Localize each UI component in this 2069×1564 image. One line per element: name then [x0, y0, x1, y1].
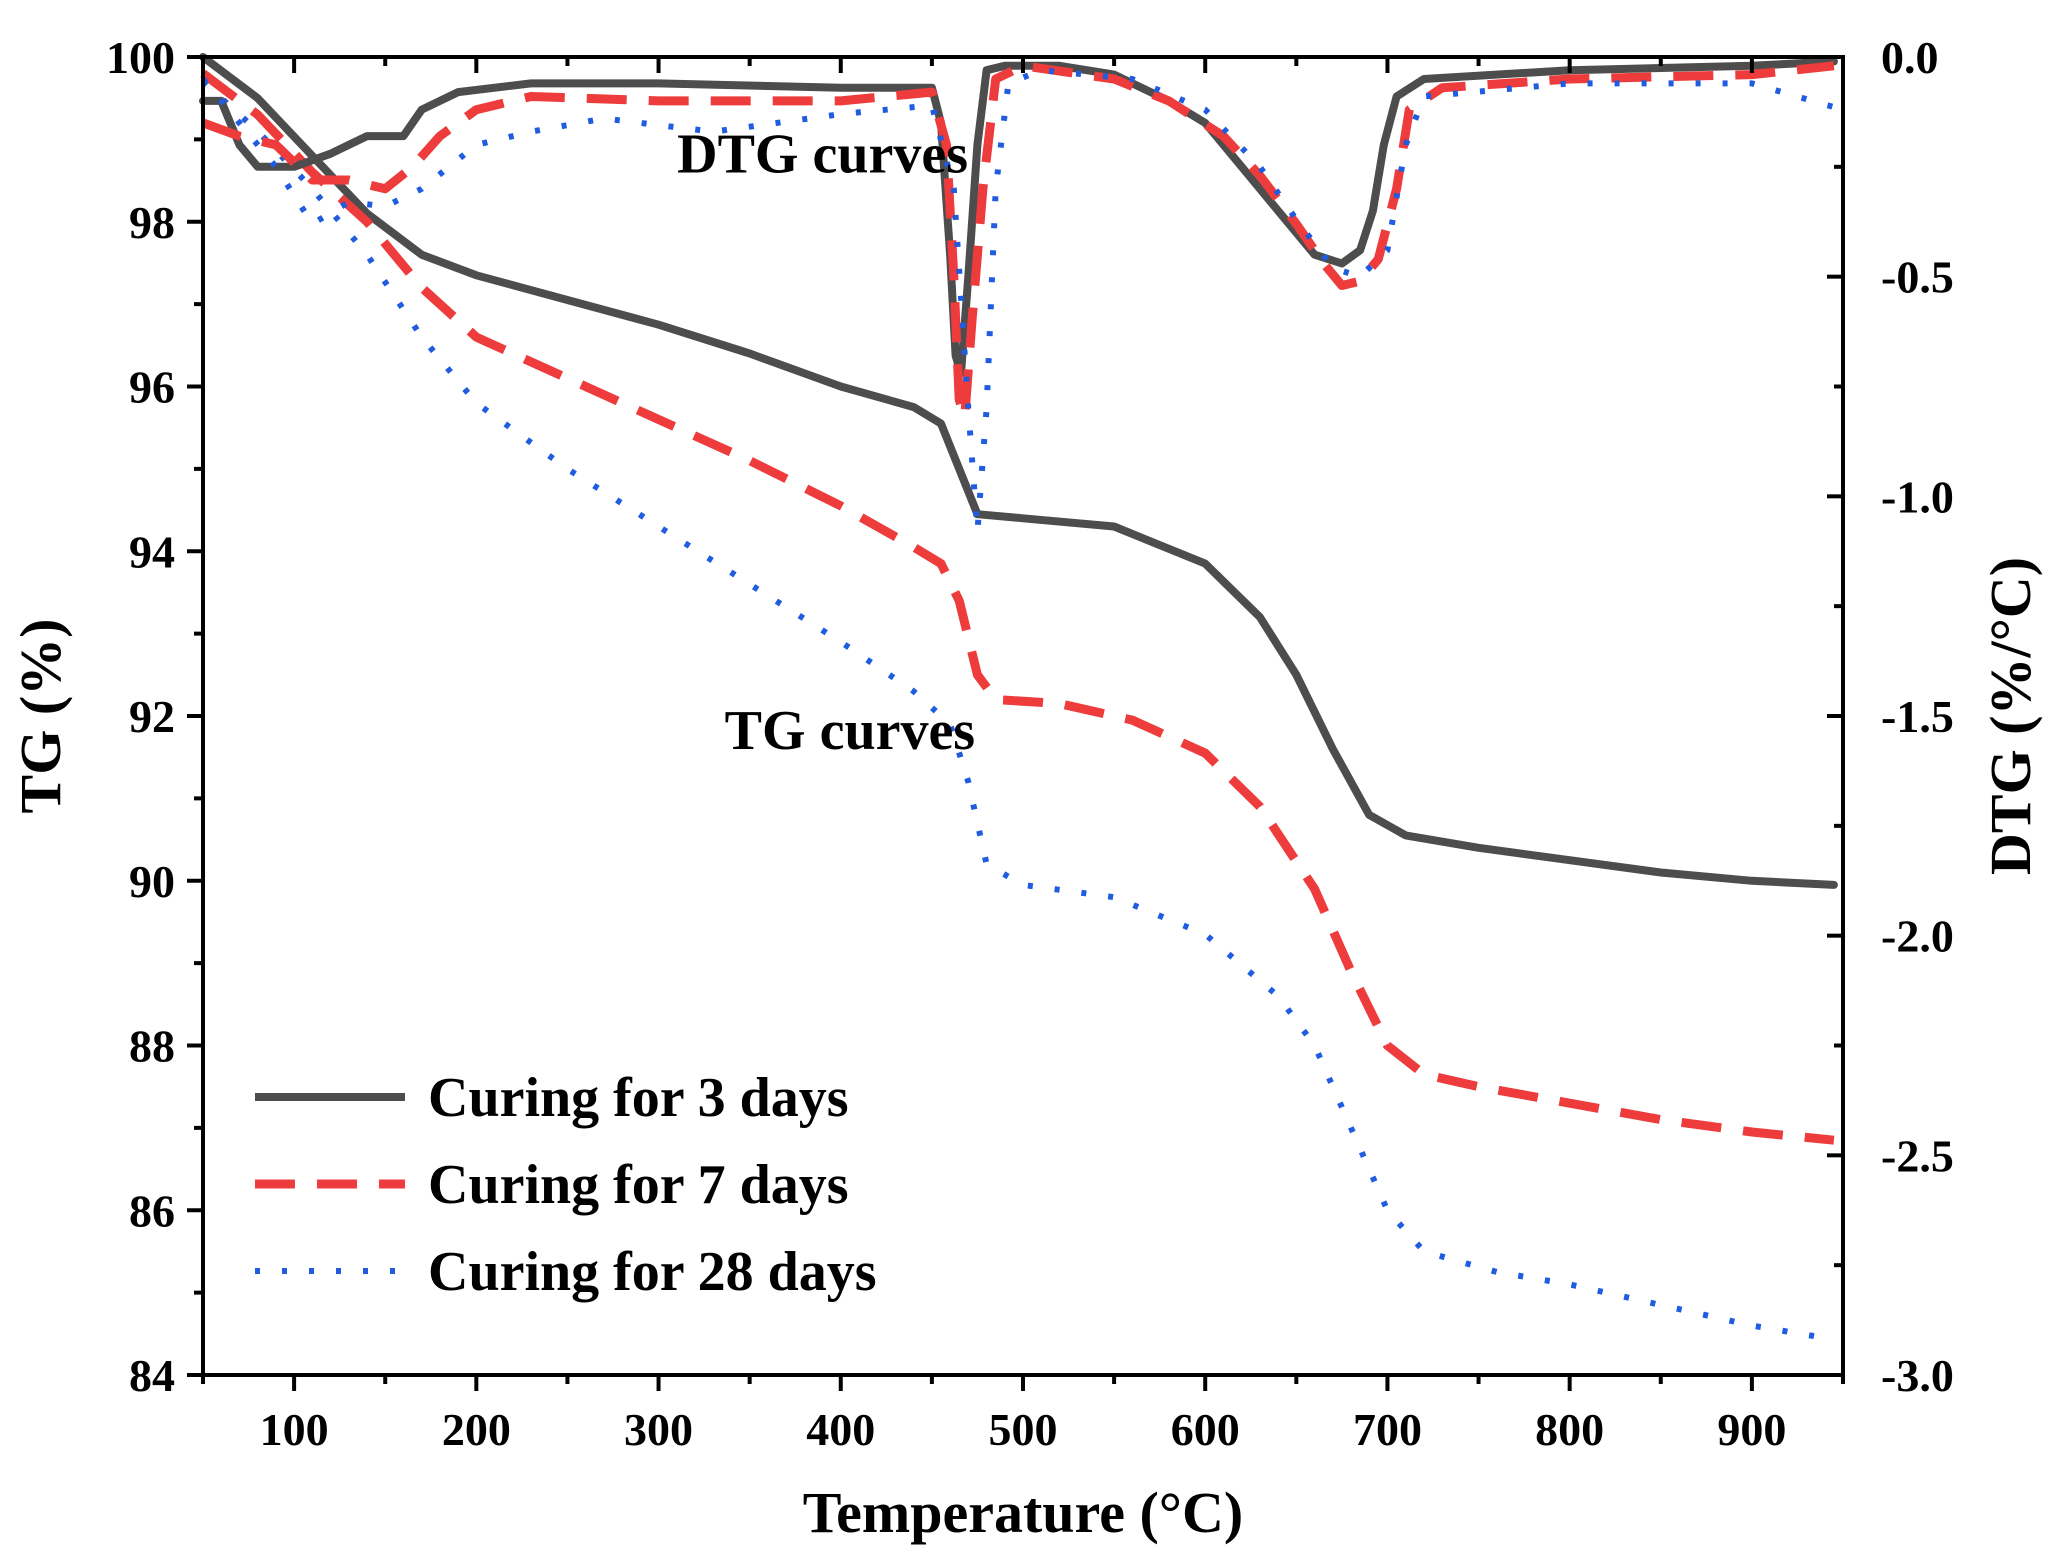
legend-label-3-days: Curing for 3 days [428, 1067, 849, 1129]
y-left-tick-label: 92 [129, 691, 175, 742]
tg-line-curing-for-3-days [199, 53, 1838, 889]
dtg-line-curing-for-7-days [201, 61, 1835, 422]
tg-curves-group [199, 53, 1838, 1341]
x-tick-label: 900 [1717, 1404, 1786, 1455]
y-right-tick-label: 0.0 [1881, 32, 1939, 83]
y-left-tick-label: 84 [129, 1350, 175, 1401]
x-tick-label: 200 [442, 1404, 511, 1455]
x-axis-title: Temperature (°C) [803, 1480, 1243, 1545]
y-left-tick-label: 94 [129, 526, 175, 577]
tg-line-curing-for-28-days [200, 79, 1826, 1341]
x-tick-label: 800 [1535, 1404, 1604, 1455]
legend-label-28-days: Curing for 28 days [428, 1241, 877, 1303]
legend-label-7-days: Curing for 7 days [428, 1154, 849, 1216]
dtg-line-curing-for-28-days [200, 67, 1844, 535]
tick-labels-group: 100 200 300 400 500 600 700 800 900 84 86 88 90 92 94 9… [106, 32, 1954, 1455]
y-left-tick-label: 88 [129, 1021, 175, 1072]
y-left-tick-label: 90 [129, 856, 175, 907]
x-tick-label: 300 [624, 1404, 693, 1455]
y-left-tick-label: 98 [129, 197, 175, 248]
y-right-tick-label: -0.5 [1881, 252, 1954, 303]
y-left-tick-label: 86 [129, 1185, 175, 1236]
left-y-axis-title: TG (%) [8, 619, 73, 814]
x-tick-label: 400 [806, 1404, 875, 1455]
annotation-dtg-curves: DTG curves [677, 123, 968, 185]
x-tick-label: 100 [260, 1404, 329, 1455]
y-right-tick-label: -1.5 [1881, 691, 1954, 742]
axis-ticks-group [187, 55, 1845, 1391]
y-left-tick-label: 96 [129, 362, 175, 413]
legend: Curing for 3 days Curing for 7 days Curi… [255, 1067, 877, 1303]
x-tick-label: 500 [989, 1404, 1058, 1455]
y-right-tick-label: -2.5 [1881, 1130, 1954, 1181]
y-right-tick-label: -1.0 [1881, 471, 1954, 522]
y-right-tick-label: -2.0 [1881, 911, 1954, 962]
right-y-axis-title: DTG (%/°C) [1978, 557, 2043, 875]
x-tick-label: 600 [1171, 1404, 1240, 1455]
y-left-tick-label: 100 [106, 32, 175, 83]
dtg-curves-group [199, 57, 1844, 535]
x-tick-label: 700 [1353, 1404, 1422, 1455]
tg-line-curing-for-7-days [200, 69, 1835, 1145]
y-right-tick-label: -3.0 [1881, 1350, 1954, 1401]
dtg-line-curing-for-3-days [199, 57, 1838, 378]
annotation-tg-curves: TG curves [725, 700, 975, 762]
